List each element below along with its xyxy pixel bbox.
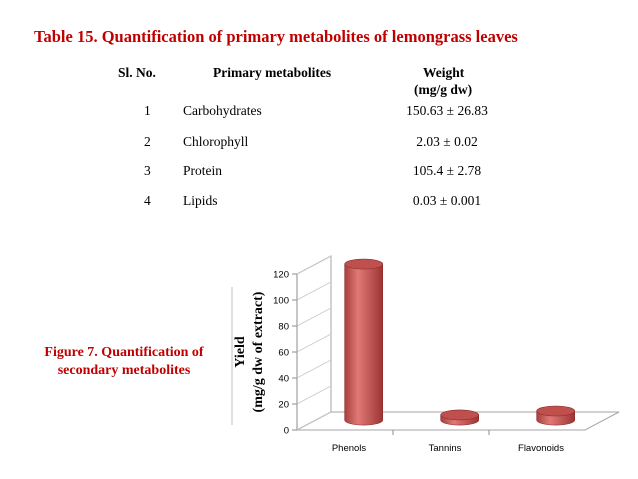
x-axis-categories: Phenols Tannins Flavonoids — [332, 430, 564, 454]
x-category-label: Tannins — [429, 443, 462, 454]
figure-caption-line2: secondary metabolites — [57, 363, 191, 378]
y-tick-depth-line — [296, 333, 332, 353]
y-tick-depth-line — [296, 255, 332, 275]
bars — [344, 258, 576, 426]
table-cell-metabolite: Carbohydrates — [183, 103, 262, 118]
table-cell-metabolite: Protein — [183, 163, 222, 178]
table-cell-weight: 105.4 ± 2.78 — [412, 163, 482, 178]
table-cell-weight: 150.63 ± 26.83 — [406, 103, 488, 118]
figure-caption: Figure 7. Quantification of secondary me… — [26, 344, 222, 380]
bar-body — [344, 263, 383, 426]
y-tick-depth-line — [296, 281, 332, 301]
y-tick-label: 100 — [273, 296, 289, 307]
bar-flavonoids — [536, 405, 576, 426]
bar-top — [344, 258, 384, 270]
x-category-label: Phenols — [332, 443, 367, 454]
bar-top — [536, 405, 576, 417]
table-cell-sl-no: 4 — [144, 193, 151, 208]
table-cell-metabolite: Lipids — [183, 193, 218, 208]
y-tick-depth-line — [296, 385, 332, 405]
y-tick-label: 80 — [278, 322, 289, 333]
y-axis-ticks: 0 20 40 60 80 100 120 — [273, 255, 332, 437]
table-cell-sl-no: 1 — [144, 103, 151, 118]
bar-tannins — [440, 409, 480, 426]
table-cell-sl-no: 2 — [144, 134, 151, 149]
y-tick-depth-line — [296, 307, 332, 327]
y-tick-label: 20 — [278, 400, 289, 411]
y-tick-label: 120 — [273, 270, 289, 281]
table-cell-metabolite: Chlorophyll — [183, 134, 249, 149]
bar-top — [440, 409, 480, 421]
figure-caption-line1: Figure 7. Quantification of — [44, 345, 204, 360]
y-axis-label-line1: Yield — [233, 336, 248, 368]
y-tick-label: 40 — [278, 374, 289, 385]
header-primary-metabolites: Primary metabolites — [213, 65, 332, 80]
y-axis-label-line2: (mg/g dw of extract) — [251, 291, 266, 412]
bar-phenols — [344, 258, 384, 426]
y-tick-depth-line — [296, 411, 332, 431]
table-cell-weight: 2.03 ± 0.02 — [416, 134, 478, 149]
y-tick-label: 0 — [284, 426, 289, 437]
header-weight: Weight — [423, 65, 465, 80]
table-cell-weight: 0.03 ± 0.001 — [412, 193, 482, 208]
y-axis-label: Yield (mg/g dw of extract) — [231, 287, 266, 425]
y-tick-depth-line — [296, 359, 332, 379]
table-cell-sl-no: 3 — [144, 163, 151, 178]
table-title: Table 15. Quantification of primary meta… — [34, 27, 518, 46]
x-category-label: Flavonoids — [518, 443, 564, 454]
header-weight-unit: (mg/g dw) — [414, 82, 473, 97]
y-tick-label: 60 — [278, 348, 289, 359]
header-sl-no: Sl. No. — [118, 65, 156, 80]
